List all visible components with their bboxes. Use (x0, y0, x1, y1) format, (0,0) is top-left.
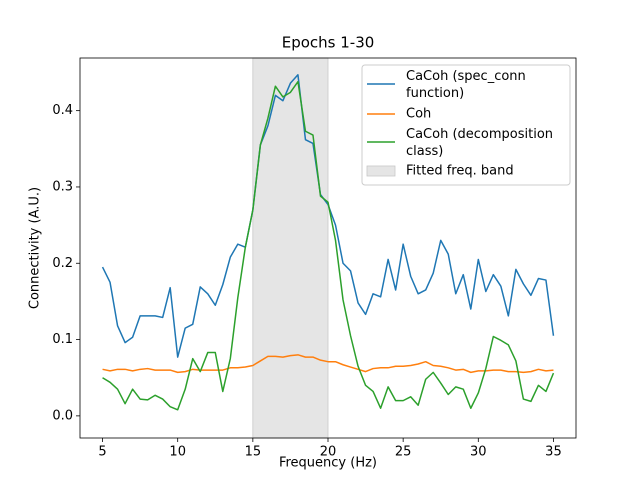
x-tick-label: 35 (545, 445, 562, 460)
y-tick-label: 0.1 (52, 332, 73, 347)
series-line (102, 80, 555, 411)
x-tick-label: 5 (98, 445, 106, 460)
x-axis-label: Frequency (Hz) (279, 456, 377, 471)
x-tick-label: 25 (395, 445, 412, 460)
y-tick-label: 0.2 (52, 256, 73, 271)
x-tick-label: 20 (320, 445, 337, 460)
y-axis-label: Connectivity (A.U.) (28, 187, 43, 309)
legend-label: Coh (406, 107, 431, 122)
y-tick-label: 0.4 (52, 103, 73, 118)
y-tick-label: 0.0 (52, 408, 73, 423)
fitted-band (252, 57, 329, 439)
legend: CaCoh (spec_conn function) Coh CaCoh (decom… (361, 64, 571, 186)
legend-frame (361, 64, 571, 186)
x-tick-label: 15 (245, 445, 262, 460)
x-tick-label: 30 (470, 445, 487, 460)
legend-swatch (366, 165, 396, 177)
x-tick-label: 10 (169, 445, 186, 460)
series-line (102, 354, 554, 374)
y-tick-label: 0.3 (52, 179, 73, 194)
axes-frame (79, 57, 577, 439)
chart-title: Epochs 1-30 (282, 34, 375, 52)
legend-label: CaCoh (decomposition class) (406, 127, 553, 159)
legend-label: CaCoh (spec_conn function) (406, 69, 526, 101)
legend-label: Fitted freq. band (406, 164, 514, 179)
